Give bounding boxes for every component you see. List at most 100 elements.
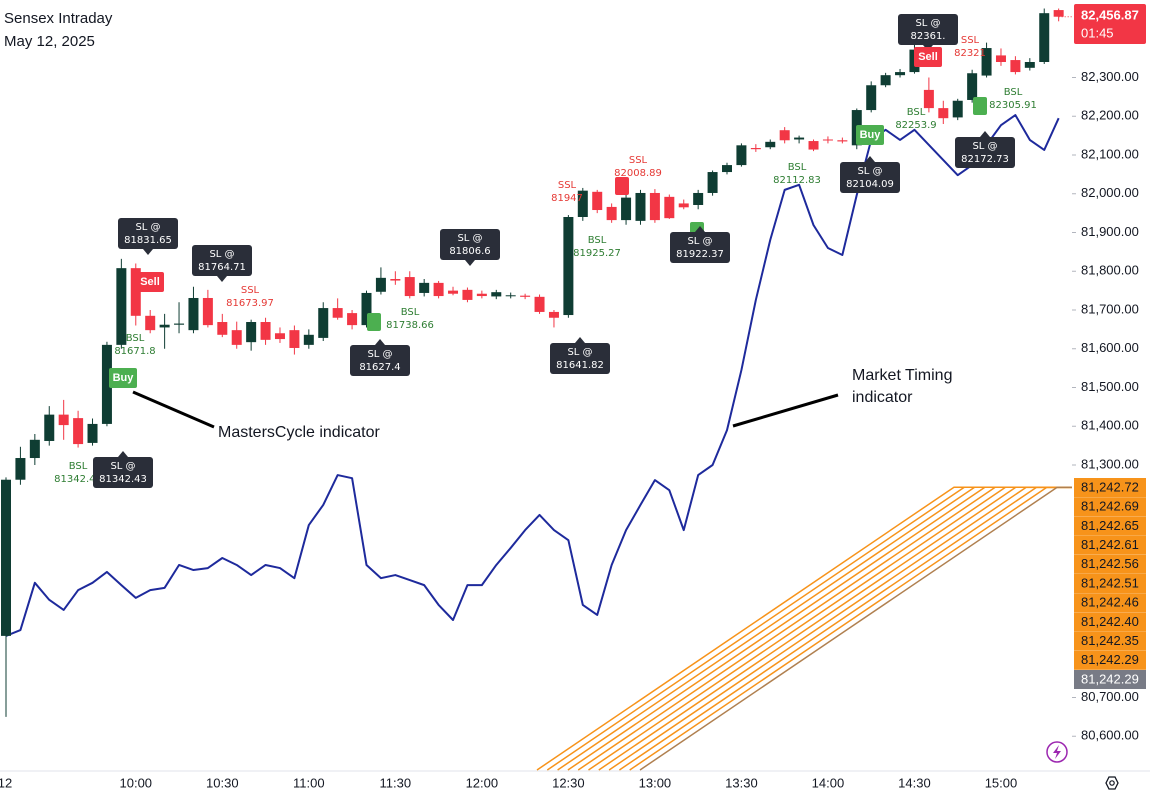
- candle-body: [1053, 10, 1064, 17]
- settings-icon[interactable]: [1105, 776, 1119, 790]
- fan-line: [629, 486, 1072, 771]
- chart-subtitle: May 12, 2025: [4, 33, 95, 50]
- fan-line: [618, 486, 1072, 771]
- candle-body: [895, 72, 906, 76]
- candle-body: [606, 206, 617, 221]
- callout-line: [732, 393, 839, 428]
- x-tick-label: 14:30: [898, 775, 931, 790]
- candle-body: [592, 191, 603, 211]
- fan-level-label: 81,242.51: [1081, 575, 1139, 590]
- fan-level-label: 81,242.46: [1081, 595, 1139, 610]
- candle-body: [217, 322, 228, 335]
- candle-body: [491, 292, 502, 297]
- signal-tag-partial: [973, 97, 987, 115]
- y-tick-label: 82,000.00: [1081, 185, 1139, 200]
- fan-level-box: [1074, 574, 1146, 593]
- sl-box-bg: [840, 162, 900, 193]
- sl-label: SL @: [972, 141, 997, 152]
- bsl-value: 82112.83: [773, 175, 821, 186]
- fan-level-box: [1074, 631, 1146, 651]
- candle-body: [116, 268, 127, 345]
- sl-label: SL @: [209, 249, 234, 260]
- candle-body: [1, 479, 11, 636]
- ssl-value: 82321: [954, 48, 986, 59]
- candle-body: [880, 75, 891, 86]
- sl-box: SL @ 81627.4: [350, 339, 410, 376]
- sl-box-pointer: [465, 260, 475, 266]
- bsl-value: 81738.66: [386, 320, 434, 331]
- x-tick-label: 13:00: [639, 775, 672, 790]
- candle-body: [58, 414, 69, 426]
- candle-body: [361, 292, 372, 326]
- candle-body: [736, 145, 747, 166]
- candle-body: [664, 196, 675, 219]
- candle-body: [995, 55, 1006, 62]
- x-tick-label: 14:00: [812, 775, 845, 790]
- fan-line: [639, 486, 1072, 771]
- ssl-label: SSL: [629, 155, 648, 166]
- candle-body: [1010, 60, 1021, 73]
- candle-body: [967, 73, 978, 100]
- candle-body: [404, 277, 415, 297]
- candle-body: [866, 85, 877, 111]
- sell-label: Sell: [918, 51, 938, 63]
- candle-body: [29, 439, 40, 459]
- sl-box-pointer: [143, 249, 153, 255]
- sl-box-pointer: [375, 339, 385, 345]
- ssl-label: SSL: [961, 35, 980, 46]
- last-price-box: [1074, 4, 1146, 44]
- candle-body: [765, 141, 776, 148]
- fan-line: [567, 486, 1072, 771]
- y-tick-label: 81,400.00: [1081, 418, 1139, 433]
- y-tick-label: 82,300.00: [1081, 69, 1139, 84]
- candle-body: [476, 293, 487, 297]
- sell-label: Sell: [140, 276, 160, 288]
- bsl-value: 82305.91: [989, 100, 1037, 111]
- sl-box-bg: [118, 218, 178, 249]
- icon-ring: [1046, 741, 1068, 763]
- candle-body: [433, 282, 444, 297]
- y-tick-label: 82,100.00: [1081, 146, 1139, 161]
- candle-body: [693, 192, 704, 205]
- fan-level-box: [1074, 612, 1146, 632]
- sl-label: SL @: [135, 222, 160, 233]
- candle-body: [534, 296, 545, 312]
- fan-line: [608, 486, 1072, 771]
- sl-box-pointer: [865, 156, 875, 162]
- fan-level-box: [1074, 670, 1146, 689]
- sl-box-bg: [192, 245, 252, 276]
- sl-value: 81831.65: [124, 235, 172, 246]
- x-tick-label: 13:30: [725, 775, 758, 790]
- sl-box-bg: [670, 232, 730, 263]
- candle-body: [808, 141, 819, 150]
- bsl-label: BSL: [1004, 87, 1023, 98]
- sell-tag: [914, 47, 942, 67]
- y-tick-label: 81,300.00: [1081, 456, 1139, 471]
- x-tick-label: 15:00: [985, 775, 1018, 790]
- candle-body: [448, 290, 459, 294]
- sl-box: SL @ 82172.73: [955, 131, 1015, 168]
- candle-body: [923, 89, 934, 109]
- candle-body: [390, 279, 401, 281]
- sl-value: 81641.82: [556, 360, 604, 371]
- sell-tag: [136, 272, 164, 292]
- y-tick-label: 82,200.00: [1081, 108, 1139, 123]
- sl-box-bg: [93, 457, 153, 488]
- sl-box: SL @ 81342.43: [93, 451, 153, 488]
- market-timing-note: Market Timing: [852, 367, 952, 384]
- candle-body: [347, 313, 358, 326]
- icon-bolt: [1053, 745, 1061, 759]
- sl-box: SL @ 81764.71: [192, 245, 252, 282]
- candle-body: [505, 295, 516, 297]
- candle-body: [520, 295, 531, 297]
- replay-icon[interactable]: [1046, 741, 1068, 763]
- sl-label: SL @: [110, 461, 135, 472]
- candle-body: [202, 297, 213, 326]
- candle-body: [462, 289, 473, 300]
- x-tick-label: 11:30: [380, 775, 412, 790]
- fan-level-box: [1074, 650, 1146, 670]
- fan-level-label: 81,242.40: [1081, 614, 1139, 629]
- bsl-value: 82253.9: [895, 120, 936, 131]
